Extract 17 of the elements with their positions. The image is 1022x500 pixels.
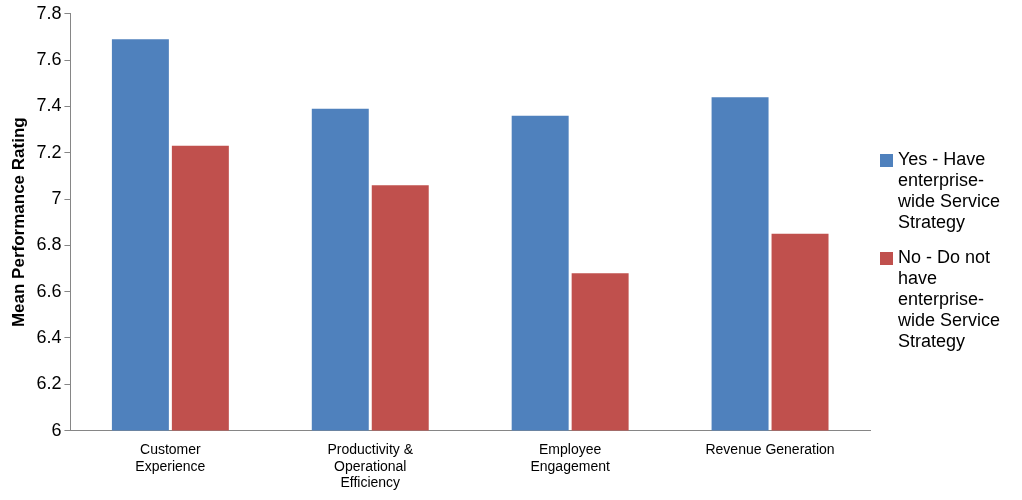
x-tick-label: Customer Experience <box>135 440 206 474</box>
y-tick-label: 6.4 <box>36 326 62 347</box>
x-tick-label: Employee Engagement <box>530 440 610 474</box>
x-tick-label: Revenue Generation <box>705 440 835 457</box>
legend-label: Yes - Have enterprise-wide Service Strategy <box>898 148 1002 233</box>
x-tick-label: Productivity & Operational Efficiency <box>327 440 414 491</box>
y-tick-label: 7.8 <box>36 2 62 23</box>
y-tick-label: 7.4 <box>36 95 62 116</box>
y-tick-label: 6.6 <box>36 280 62 301</box>
y-tick-label: 7 <box>51 188 62 209</box>
y-tick-label: 6.2 <box>36 373 62 394</box>
y-axis-title: Mean Performance Rating <box>8 117 28 328</box>
y-tick-label: 6.8 <box>36 234 62 255</box>
legend-label: No - Do not have enterprise-wide Service Strategy <box>898 246 1002 352</box>
y-tick-label: 7.2 <box>36 141 62 162</box>
y-tick-label: 6 <box>51 419 62 440</box>
y-tick-label: 7.6 <box>36 49 62 70</box>
